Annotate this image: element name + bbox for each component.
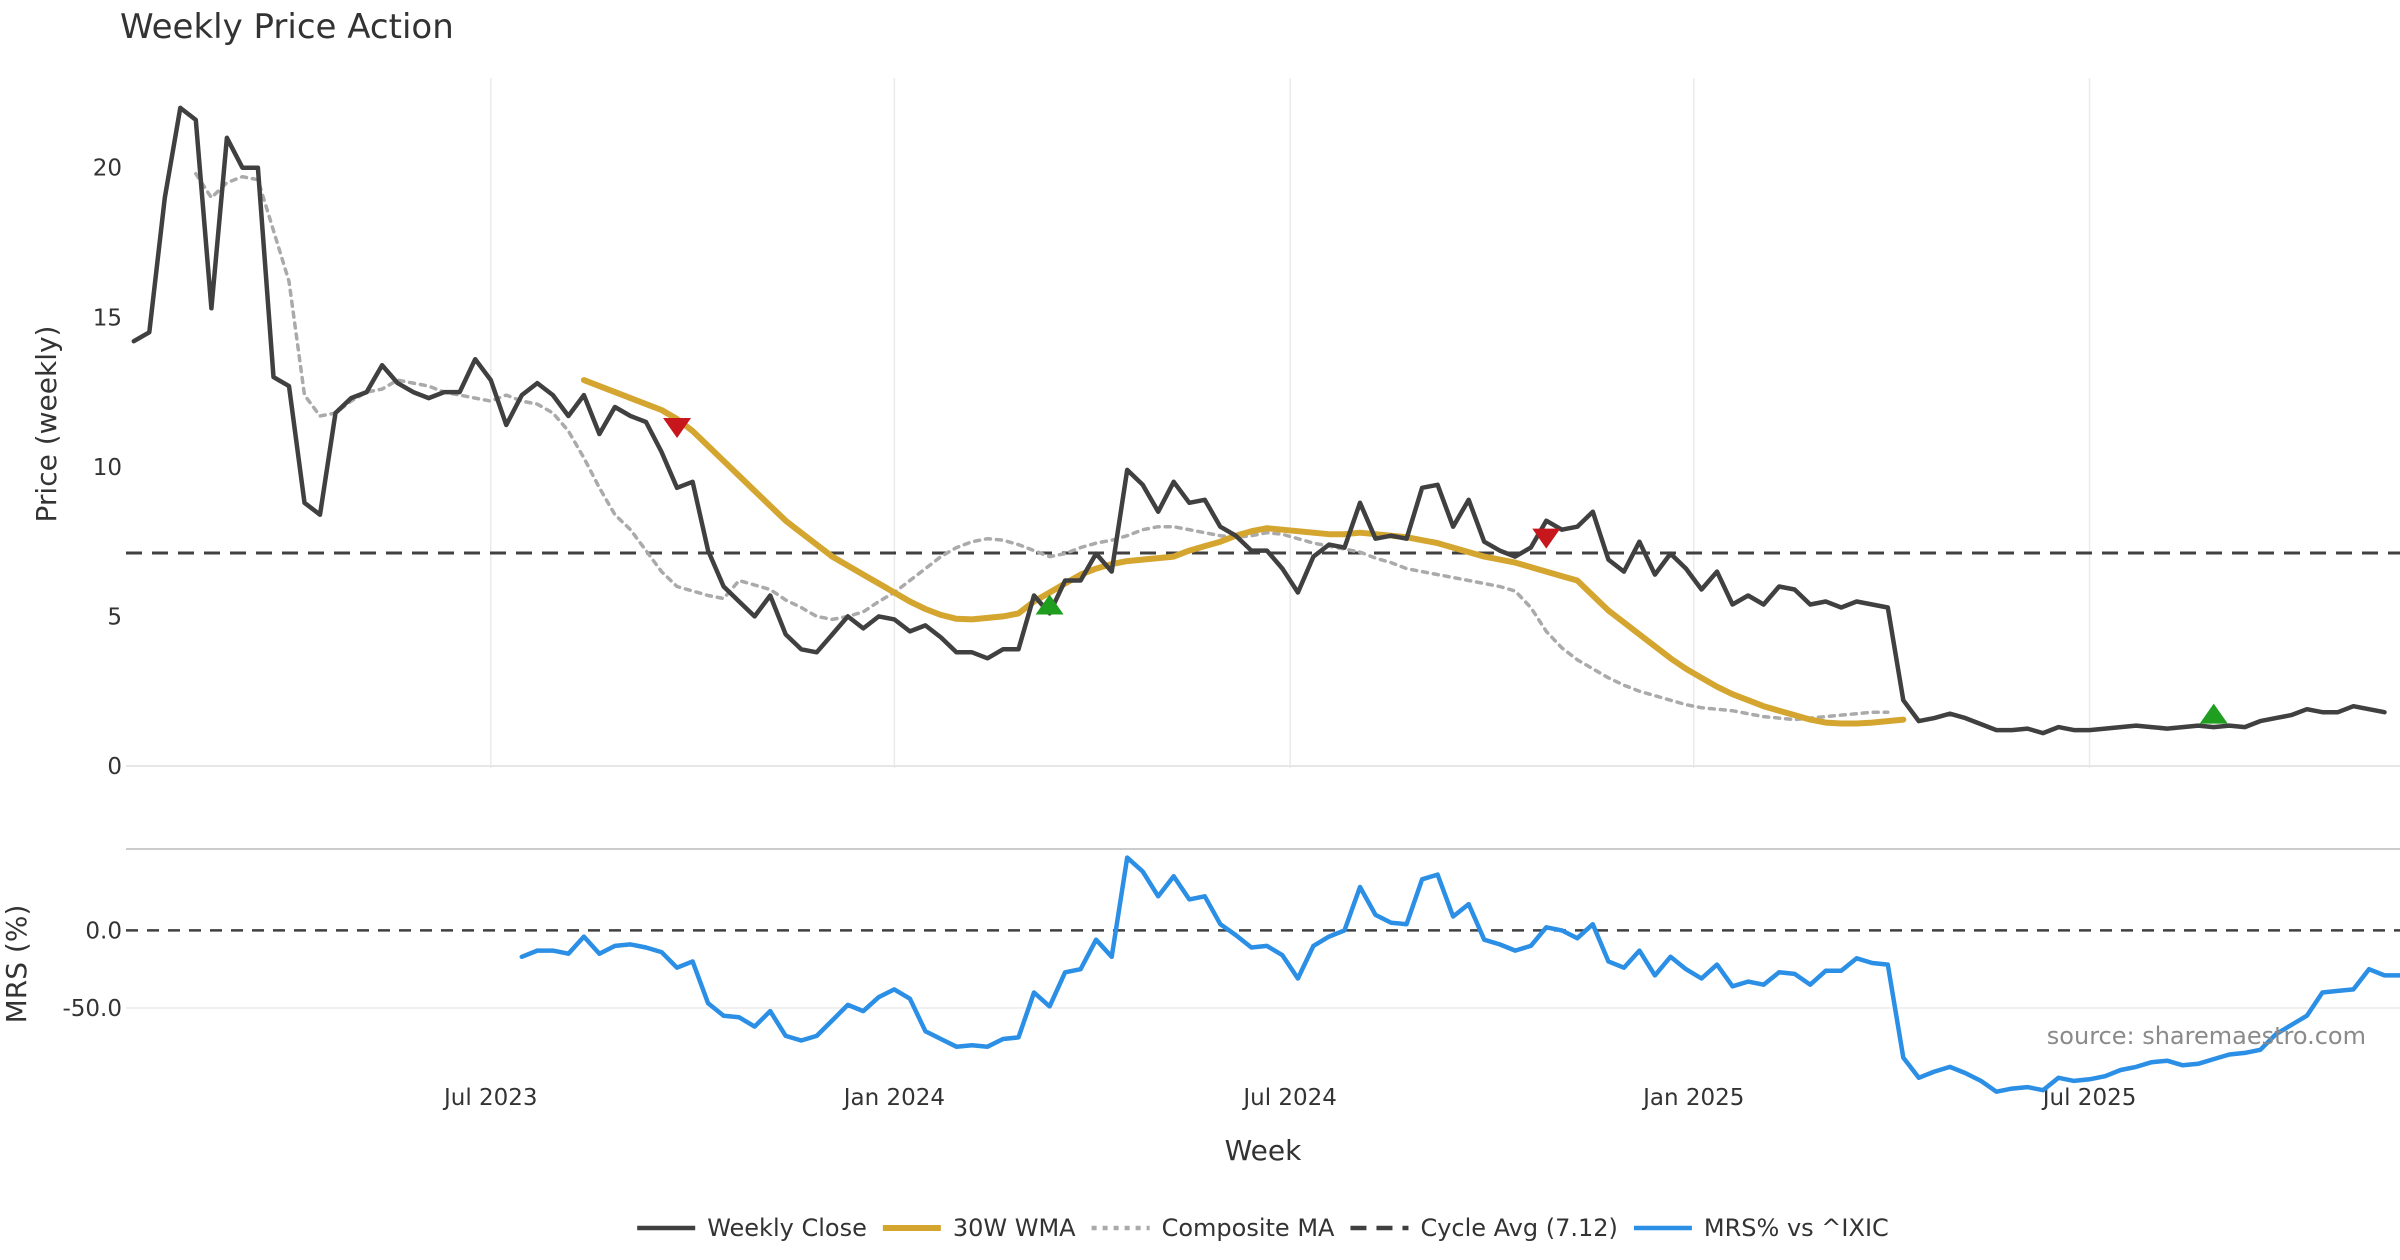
- legend-label: MRS% vs ^IXIC: [1704, 1214, 1889, 1242]
- x-tick-label: Jul 2023: [442, 1085, 538, 1111]
- mrs-axis-title: MRS (%): [0, 905, 33, 1024]
- legend-label: Cycle Avg (7.12): [1420, 1214, 1617, 1242]
- x-tick-label: Jan 2025: [1641, 1085, 1744, 1111]
- signal-markers: [663, 417, 2228, 724]
- price-y-ticks: 0 5 10 15 20: [93, 156, 122, 780]
- x-tick-label: Jul 2025: [2041, 1085, 2137, 1111]
- buy-signal-marker: [1035, 594, 1064, 615]
- price-axis-title: Price (weekly): [30, 326, 63, 523]
- mrs-series-layer: [126, 855, 2400, 1094]
- legend-item: Weekly Close: [637, 1214, 867, 1242]
- price-series-layer: [126, 105, 2400, 736]
- mrs-y-tick-label: -50.0: [62, 996, 122, 1022]
- price-y-tick-label: 10: [93, 455, 122, 481]
- x-tick-label: Jan 2024: [842, 1085, 945, 1111]
- buy-signal-marker: [2199, 703, 2228, 724]
- legend-label: 30W WMA: [953, 1214, 1076, 1242]
- chart-title: Weekly Price Action: [120, 7, 454, 47]
- mrs-y-tick-label: 0.0: [85, 918, 122, 944]
- legend-item: 30W WMA: [882, 1214, 1076, 1242]
- series-line-composite-ma: [194, 171, 1890, 722]
- sell-signal-marker: [1532, 528, 1561, 549]
- legend-item: MRS% vs ^IXIC: [1633, 1214, 1889, 1242]
- sell-signal-marker: [663, 417, 692, 438]
- price-y-tick-label: 5: [107, 604, 122, 630]
- price-y-tick-label: 20: [93, 156, 122, 182]
- grid-lines: [126, 78, 2400, 1009]
- x-axis-ticks: Jul 2023 Jan 2024 Jul 2024 Jan 2025 Jul 2025: [442, 1085, 2136, 1111]
- legend-item: Cycle Avg (7.12): [1350, 1214, 1618, 1242]
- chart-legend: Weekly Close 30W WMA Composite MA Cycle Avg…: [637, 1214, 1889, 1242]
- series-line-mrs-vs-ixic: [519, 855, 2400, 1094]
- source-attribution: source: sharemaestro.com: [2047, 1022, 2366, 1050]
- series-line-30w-wma: [580, 377, 1907, 727]
- price-y-tick-label: 15: [93, 305, 122, 331]
- series-line-weekly-close: [131, 105, 2387, 736]
- price-y-tick-label: 0: [107, 754, 122, 780]
- mrs-y-ticks: 0.0 -50.0: [62, 918, 122, 1022]
- legend-label: Weekly Close: [707, 1214, 867, 1242]
- legend-label: Composite MA: [1162, 1214, 1335, 1242]
- legend-item: Composite MA: [1091, 1214, 1335, 1242]
- x-tick-label: Jul 2024: [1241, 1085, 1337, 1111]
- x-axis-title: Week: [1225, 1134, 1302, 1167]
